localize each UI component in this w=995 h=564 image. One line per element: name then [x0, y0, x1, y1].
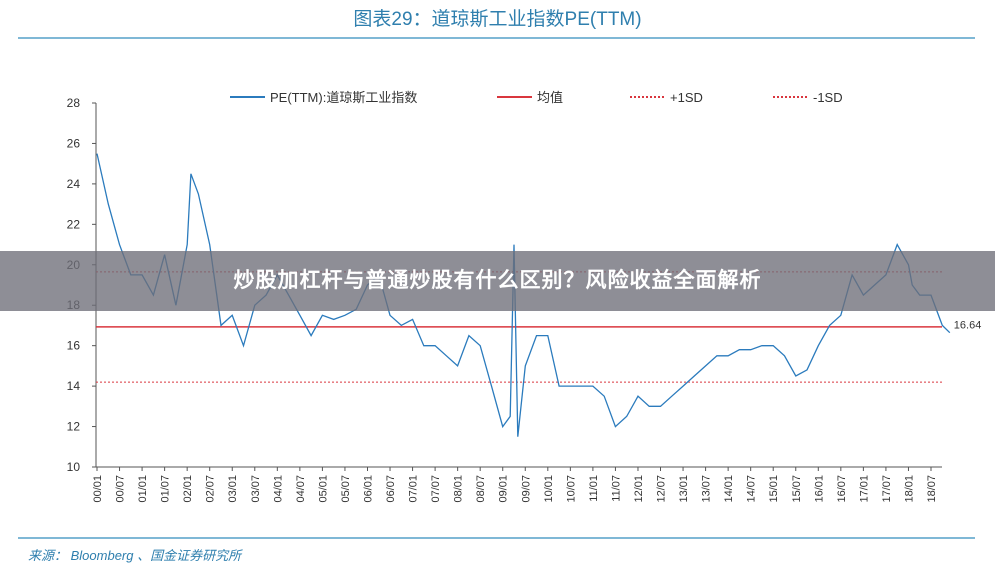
x-tick-label: 15/01: [768, 475, 780, 503]
x-tick-label: 14/07: [746, 475, 758, 503]
y-tick-label: 24: [67, 177, 81, 191]
title-divider: [18, 37, 975, 39]
x-tick-label: 03/07: [250, 475, 262, 503]
x-tick-label: 07/07: [430, 475, 442, 503]
x-tick-label: 18/07: [926, 475, 938, 503]
x-tick-label: 00/07: [115, 475, 127, 503]
x-tick-label: 12/01: [633, 475, 645, 503]
x-tick-label: 16/01: [813, 475, 825, 503]
x-tick-label: 09/01: [498, 475, 510, 503]
x-tick-label: 06/01: [362, 475, 374, 503]
x-tick-label: 10/01: [543, 475, 555, 503]
x-tick-label: 07/01: [408, 475, 420, 503]
x-tick-label: 08/01: [453, 475, 465, 503]
overlay-banner: 炒股加杠杆与普通炒股有什么区别？风险收益全面解析: [0, 251, 995, 311]
x-tick-label: 02/07: [205, 475, 217, 503]
y-tick-label: 16: [67, 339, 81, 353]
x-tick-label: 18/01: [903, 475, 915, 503]
x-tick-label: 09/07: [520, 475, 532, 503]
x-tick-label: 16/07: [836, 475, 848, 503]
x-tick-label: 04/07: [295, 475, 307, 503]
x-tick-label: 05/01: [317, 475, 329, 503]
pe-series-line: [96, 153, 951, 437]
legend-label: +1SD: [670, 90, 703, 105]
x-tick-label: 02/01: [182, 475, 194, 503]
legend-label: PE(TTM):道琼斯工业指数: [270, 90, 417, 105]
x-tick-label: 06/07: [385, 475, 397, 503]
x-tick-label: 01/01: [137, 475, 149, 503]
source-note: 来源： Bloomberg 、国金证券研究所: [28, 548, 242, 563]
y-tick-label: 10: [67, 460, 81, 474]
x-tick-label: 14/01: [723, 475, 735, 503]
legend-label: -1SD: [813, 90, 843, 105]
x-tick-label: 04/01: [272, 475, 284, 503]
y-tick-label: 28: [67, 96, 81, 110]
x-tick-label: 01/07: [160, 475, 172, 503]
y-tick-label: 22: [67, 217, 81, 231]
y-tick-label: 14: [67, 379, 81, 393]
chart-title: 图表29：道琼斯工业指数PE(TTM): [353, 9, 642, 30]
x-tick-label: 00/01: [92, 475, 104, 503]
x-tick-label: 05/07: [340, 475, 352, 503]
x-tick-label: 03/01: [227, 475, 239, 503]
x-tick-label: 15/07: [791, 475, 803, 503]
x-tick-label: 10/07: [565, 475, 577, 503]
x-tick-label: 13/01: [678, 475, 690, 503]
x-tick-label: 11/07: [610, 475, 622, 502]
last-value-label: 16.64: [954, 320, 982, 332]
x-tick-label: 17/01: [858, 475, 870, 503]
x-tick-label: 13/07: [701, 475, 713, 503]
x-tick-label: 08/07: [475, 475, 487, 503]
x-tick-label: 12/07: [656, 475, 668, 503]
x-tick-label: 11/01: [588, 475, 600, 502]
x-tick-label: 17/07: [881, 475, 893, 503]
y-tick-label: 26: [67, 136, 81, 150]
source-divider: [18, 537, 975, 539]
legend-label: 均值: [537, 90, 563, 105]
y-tick-label: 12: [67, 420, 81, 434]
